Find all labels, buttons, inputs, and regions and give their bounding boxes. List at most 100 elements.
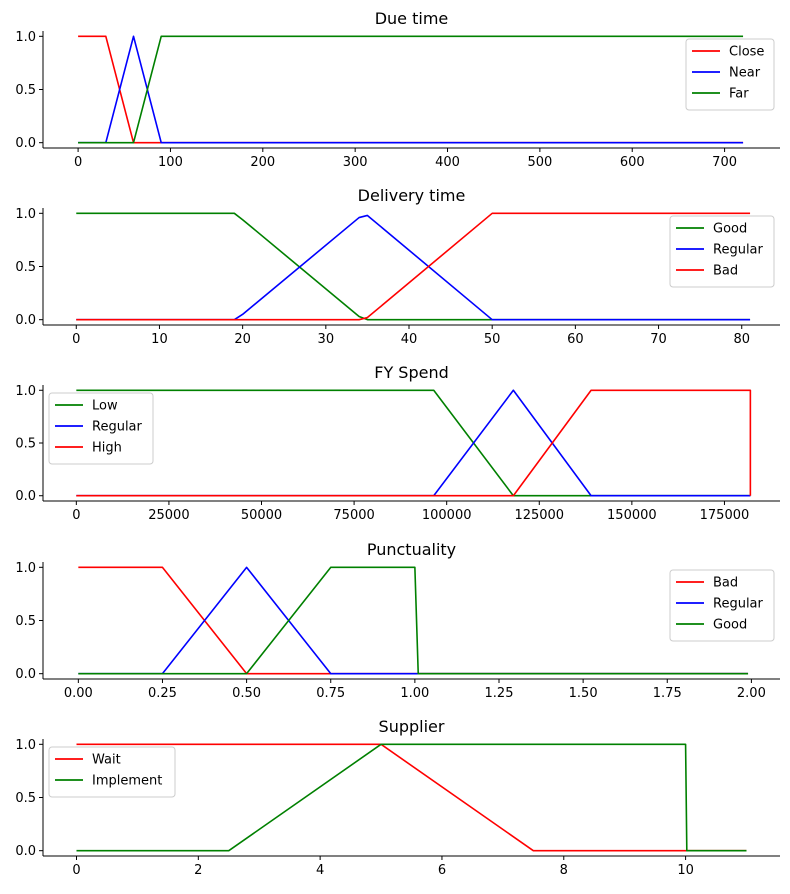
chart-title: Punctuality xyxy=(367,540,456,559)
x-tick-label: 100 xyxy=(158,155,183,170)
x-tick-label: 2 xyxy=(194,863,202,878)
x-tick-label: 0.50 xyxy=(232,686,261,701)
x-tick-label: 0.00 xyxy=(64,686,93,701)
legend-label-bad: Bad xyxy=(713,576,738,591)
series-line-regular xyxy=(76,214,751,321)
series-line-high xyxy=(76,389,752,497)
x-tick-label: 1.00 xyxy=(400,686,429,701)
legend-label-good: Good xyxy=(713,618,747,633)
series-line-regular xyxy=(78,566,749,675)
chart-panel-delivery-time: Delivery time 0.0 0.5 1.0 0 10 20 30 40 50 60 70 80 G… xyxy=(15,186,780,347)
x-tick-label: 8 xyxy=(560,863,568,878)
x-tick-label: 300 xyxy=(343,155,368,170)
x-tick-label: 75000 xyxy=(333,508,374,523)
x-tick-label: 400 xyxy=(435,155,460,170)
y-tick-label: 0.5 xyxy=(15,83,36,98)
x-tick-label: 1.50 xyxy=(569,686,598,701)
legend-label-high: High xyxy=(92,441,122,456)
series-line-implement xyxy=(76,743,747,852)
series-line-bad xyxy=(76,212,751,321)
legend-label-bad: Bad xyxy=(713,264,738,279)
x-tick-label: 50 xyxy=(484,332,501,347)
x-tick-label: 175000 xyxy=(700,508,750,523)
y-tick-label: 1.0 xyxy=(15,30,36,45)
x-tick-label: 0 xyxy=(72,863,80,878)
y-tick-label: 0.5 xyxy=(15,791,36,806)
x-tick-label: 150000 xyxy=(607,508,657,523)
x-tick-label: 0 xyxy=(72,508,80,523)
legend: Bad Regular Good xyxy=(669,569,775,642)
series-line-bad xyxy=(78,566,749,675)
y-tick-label: 1.0 xyxy=(15,561,36,576)
y-tick-label: 1.0 xyxy=(15,207,36,222)
y-tick-label: 0.0 xyxy=(15,489,36,504)
legend: Low Regular High xyxy=(48,392,154,465)
y-tick-label: 0.0 xyxy=(15,136,36,151)
x-tick-label: 30 xyxy=(318,332,335,347)
legend: Good Regular Bad xyxy=(669,215,775,288)
x-tick-label: 1.25 xyxy=(485,686,514,701)
x-tick-label: 10 xyxy=(151,332,168,347)
y-tick-label: 0.0 xyxy=(15,667,36,682)
x-tick-label: 50000 xyxy=(241,508,282,523)
legend-label-regular: Regular xyxy=(713,597,764,612)
legend-label-far: Far xyxy=(729,87,749,102)
x-tick-label: 80 xyxy=(733,332,750,347)
x-tick-label: 70 xyxy=(650,332,667,347)
x-tick-label: 600 xyxy=(620,155,645,170)
x-tick-label: 40 xyxy=(401,332,418,347)
chart-title: Supplier xyxy=(379,717,445,736)
series-line-near xyxy=(78,35,744,144)
x-tick-label: 1.75 xyxy=(653,686,682,701)
y-tick-label: 1.0 xyxy=(15,384,36,399)
chart-panel-fy-spend: FY Spend 0.0 0.5 1.0 0 25000 50000 75000 100000 1… xyxy=(15,363,780,523)
y-tick-label: 0.0 xyxy=(15,844,36,859)
legend: Close Near Far xyxy=(685,38,775,111)
chart-panel-due-time: Due time 0.0 0.5 1.0 0 100 200 300 400 500 600 700 C… xyxy=(15,9,780,170)
x-tick-label: 500 xyxy=(527,155,552,170)
chart-panel-supplier: Supplier 0.0 0.5 1.0 0 2 4 6 8 10 Wait Implement xyxy=(15,717,780,878)
chart-title: Due time xyxy=(375,9,449,28)
legend-label-implement: Implement xyxy=(92,774,162,789)
series-line-regular xyxy=(76,389,751,497)
chart-panel-punctuality: Punctuality 0.0 0.5 1.0 0.00 0.25 0.50 0.75 1.00… xyxy=(15,540,780,701)
series-line-good xyxy=(76,212,751,321)
legend-label-good: Good xyxy=(713,222,747,237)
x-tick-label: 0 xyxy=(74,155,82,170)
chart-title: FY Spend xyxy=(374,363,449,382)
x-tick-label: 0 xyxy=(72,332,80,347)
y-tick-label: 0.0 xyxy=(15,313,36,328)
x-tick-label: 60 xyxy=(567,332,584,347)
legend-label-wait: Wait xyxy=(92,753,121,768)
x-tick-label: 125000 xyxy=(514,508,564,523)
x-tick-label: 2.00 xyxy=(737,686,766,701)
series-line-low xyxy=(76,389,751,497)
series-line-close xyxy=(78,35,744,144)
x-tick-label: 4 xyxy=(316,863,324,878)
x-tick-label: 0.25 xyxy=(148,686,177,701)
y-tick-label: 0.5 xyxy=(15,437,36,452)
x-tick-label: 200 xyxy=(250,155,275,170)
x-tick-label: 700 xyxy=(712,155,737,170)
legend-label-low: Low xyxy=(92,399,118,414)
legend-label-close: Close xyxy=(729,45,764,60)
legend-label-regular: Regular xyxy=(92,420,143,435)
y-tick-label: 0.5 xyxy=(15,260,36,275)
series-line-far xyxy=(78,35,744,144)
x-tick-label: 0.75 xyxy=(316,686,345,701)
x-tick-label: 20 xyxy=(234,332,251,347)
y-tick-label: 1.0 xyxy=(15,738,36,753)
series-line-good xyxy=(78,566,749,675)
x-tick-label: 100000 xyxy=(422,508,472,523)
legend-label-near: Near xyxy=(729,66,761,81)
x-tick-label: 6 xyxy=(438,863,446,878)
legend: Wait Implement xyxy=(48,746,176,798)
x-tick-label: 25000 xyxy=(148,508,189,523)
legend-label-regular: Regular xyxy=(713,243,764,258)
chart-title: Delivery time xyxy=(358,186,466,205)
y-tick-label: 0.5 xyxy=(15,614,36,629)
series-line-wait xyxy=(76,743,747,852)
x-tick-label: 10 xyxy=(677,863,694,878)
